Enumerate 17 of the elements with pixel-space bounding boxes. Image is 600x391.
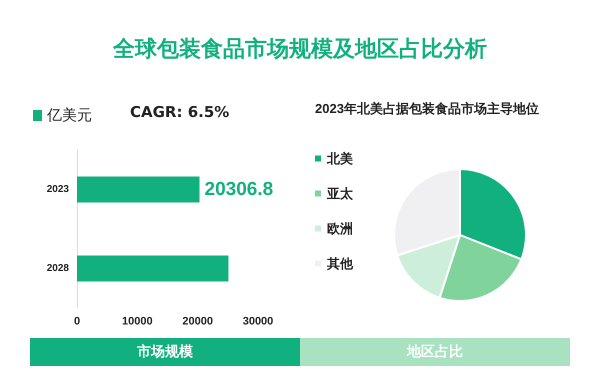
legend-label: 亿美元 bbox=[46, 107, 92, 124]
text: 市场规模 bbox=[30, 338, 300, 366]
x-tick-label: 30000 bbox=[242, 316, 274, 328]
text: CAGR: 6.5% bbox=[130, 103, 230, 121]
x-tick-label: 0 bbox=[74, 316, 80, 328]
y-tick-label: 2023 bbox=[46, 184, 70, 195]
legend-label: 其他 bbox=[326, 256, 354, 271]
y-tick-label: 2028 bbox=[46, 263, 70, 274]
legend-label: 北美 bbox=[326, 151, 353, 166]
chart-title: 全球包装食品市场规模及地区占比分析 bbox=[112, 36, 488, 64]
text: 地区占比 bbox=[300, 338, 570, 366]
chart-title: 2023年北美占据包装食品市场主导地位 bbox=[315, 101, 539, 116]
x-tick-label: 10000 bbox=[122, 316, 153, 328]
text: 20306.8 bbox=[204, 179, 274, 200]
legend-label: 亚太 bbox=[326, 186, 354, 201]
legend-label: 欧洲 bbox=[327, 221, 353, 236]
x-tick-label: 20000 bbox=[182, 316, 213, 328]
